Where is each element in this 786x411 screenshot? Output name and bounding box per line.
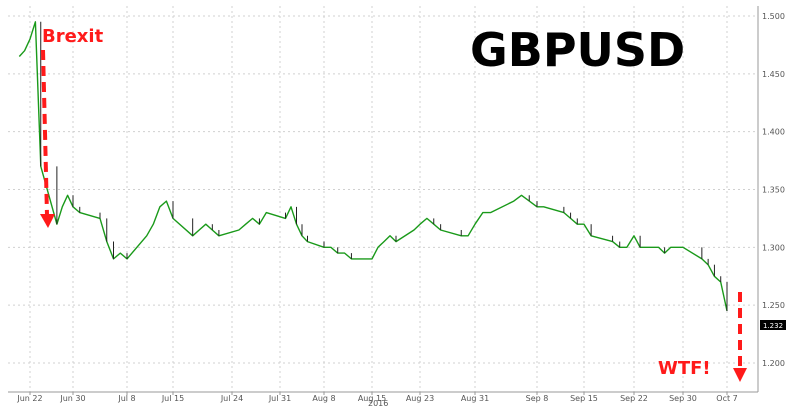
grid-lines [8, 6, 758, 392]
x-tick-label: Aug 31 [461, 394, 489, 403]
x-tick-label: Aug 23 [406, 394, 434, 403]
x-tick-label: Sep 22 [620, 394, 648, 403]
x-tick-label: Sep 30 [669, 394, 697, 403]
x-tick-label: Jun 22 [16, 394, 42, 403]
y-axis-ticks: 1.500 1.450 1.400 1.350 1.300 1.250 1.200 [762, 12, 785, 368]
series-layer [18, 21, 728, 312]
x-tick-label: Jul 24 [220, 394, 243, 403]
series-line [18, 21, 728, 312]
x-tick-label: Sep 15 [570, 394, 598, 403]
chart-title: GBPUSD [470, 23, 685, 77]
x-tick-label: Oct 7 [716, 394, 737, 403]
x-tick-label: Jul 31 [268, 394, 291, 403]
wtf-arrow-head [733, 368, 747, 382]
x-tick-label: Jul 8 [117, 394, 135, 403]
last-value-label: 1.232 [763, 322, 783, 330]
last-value-tag [760, 320, 786, 330]
y-tick-label: 1.300 [762, 243, 785, 252]
x-tick-label: Aug 15 [358, 394, 386, 403]
y-tick-label: 1.200 [762, 359, 785, 368]
x-axis-year-label: 2016 [368, 399, 388, 408]
y-tick-label: 1.500 [762, 12, 785, 21]
annotation-wtf: WTF! [658, 358, 711, 379]
annotation-brexit: Brexit [42, 26, 104, 47]
x-axis-ticks: Jun 22 Jun 30 Jul 8 Jul 15 Jul 24 Jul 31 Aug 8… [16, 392, 738, 403]
y-tick-label: 1.350 [762, 186, 785, 195]
x-tick-label: Jun 30 [59, 394, 85, 403]
y-tick-label: 1.450 [762, 70, 785, 79]
x-tick-label: Sep 8 [526, 394, 549, 403]
x-tick-label: Aug 8 [312, 394, 335, 403]
brexit-arrow-head [40, 214, 55, 228]
brexit-arrow-shaft [41, 49, 49, 216]
x-tick-label: Jul 15 [161, 394, 184, 403]
y-tick-label: 1.400 [762, 128, 785, 137]
y-tick-label: 1.250 [762, 301, 785, 310]
